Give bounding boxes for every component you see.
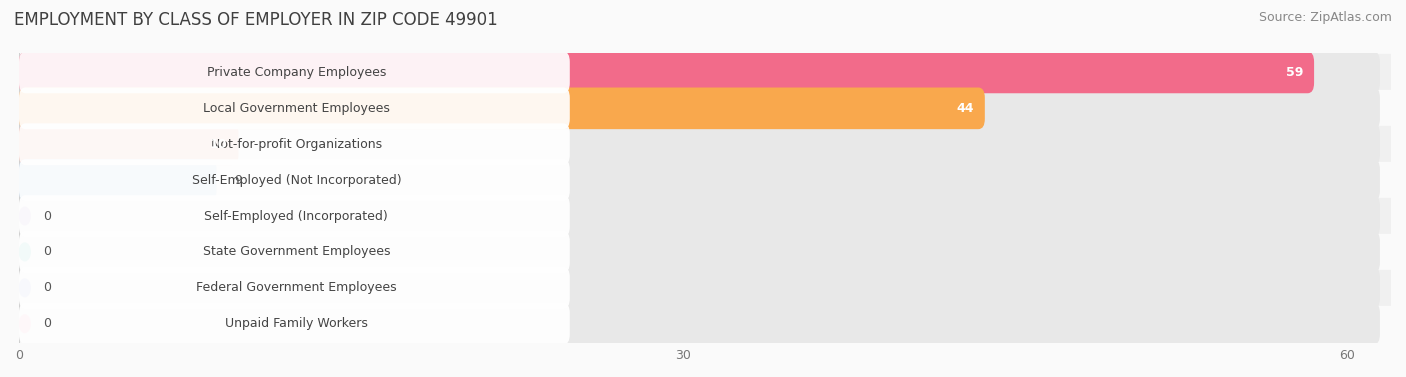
- Bar: [0, 234, 1406, 270]
- Text: Federal Government Employees: Federal Government Employees: [195, 281, 396, 294]
- Text: 44: 44: [956, 102, 974, 115]
- Bar: [0, 198, 1406, 234]
- FancyBboxPatch shape: [20, 123, 239, 165]
- Text: Local Government Employees: Local Government Employees: [202, 102, 389, 115]
- Text: 10: 10: [209, 138, 228, 151]
- FancyBboxPatch shape: [20, 303, 1379, 345]
- Text: EMPLOYMENT BY CLASS OF EMPLOYER IN ZIP CODE 49901: EMPLOYMENT BY CLASS OF EMPLOYER IN ZIP C…: [14, 11, 498, 29]
- FancyBboxPatch shape: [20, 87, 984, 129]
- FancyBboxPatch shape: [20, 159, 217, 201]
- FancyBboxPatch shape: [20, 231, 569, 273]
- Text: 0: 0: [44, 245, 51, 258]
- FancyBboxPatch shape: [20, 267, 1379, 309]
- Text: 9: 9: [235, 174, 242, 187]
- FancyBboxPatch shape: [20, 195, 1379, 237]
- Text: 0: 0: [44, 317, 51, 330]
- Circle shape: [20, 243, 31, 261]
- Circle shape: [20, 207, 31, 225]
- Circle shape: [20, 279, 31, 297]
- Text: Not-for-profit Organizations: Not-for-profit Organizations: [211, 138, 382, 151]
- Text: Self-Employed (Incorporated): Self-Employed (Incorporated): [204, 210, 388, 222]
- Text: 0: 0: [44, 281, 51, 294]
- Bar: [0, 270, 1406, 306]
- FancyBboxPatch shape: [20, 123, 1379, 165]
- Text: Private Company Employees: Private Company Employees: [207, 66, 387, 79]
- FancyBboxPatch shape: [20, 267, 569, 309]
- Text: 59: 59: [1285, 66, 1303, 79]
- Text: 0: 0: [44, 210, 51, 222]
- Text: Self-Employed (Not Incorporated): Self-Employed (Not Incorporated): [191, 174, 401, 187]
- FancyBboxPatch shape: [20, 303, 569, 345]
- FancyBboxPatch shape: [20, 87, 569, 129]
- Bar: [0, 55, 1406, 90]
- FancyBboxPatch shape: [20, 195, 569, 237]
- FancyBboxPatch shape: [20, 52, 1379, 93]
- Text: Source: ZipAtlas.com: Source: ZipAtlas.com: [1258, 11, 1392, 24]
- FancyBboxPatch shape: [20, 123, 569, 165]
- FancyBboxPatch shape: [20, 231, 1379, 273]
- Text: State Government Employees: State Government Employees: [202, 245, 389, 258]
- Circle shape: [20, 315, 31, 333]
- Bar: [0, 90, 1406, 126]
- FancyBboxPatch shape: [20, 52, 569, 93]
- Text: Unpaid Family Workers: Unpaid Family Workers: [225, 317, 368, 330]
- FancyBboxPatch shape: [20, 159, 569, 201]
- FancyBboxPatch shape: [20, 52, 1315, 93]
- FancyBboxPatch shape: [20, 159, 1379, 201]
- Bar: [0, 162, 1406, 198]
- FancyBboxPatch shape: [20, 87, 1379, 129]
- Bar: [0, 126, 1406, 162]
- Bar: [0, 306, 1406, 342]
